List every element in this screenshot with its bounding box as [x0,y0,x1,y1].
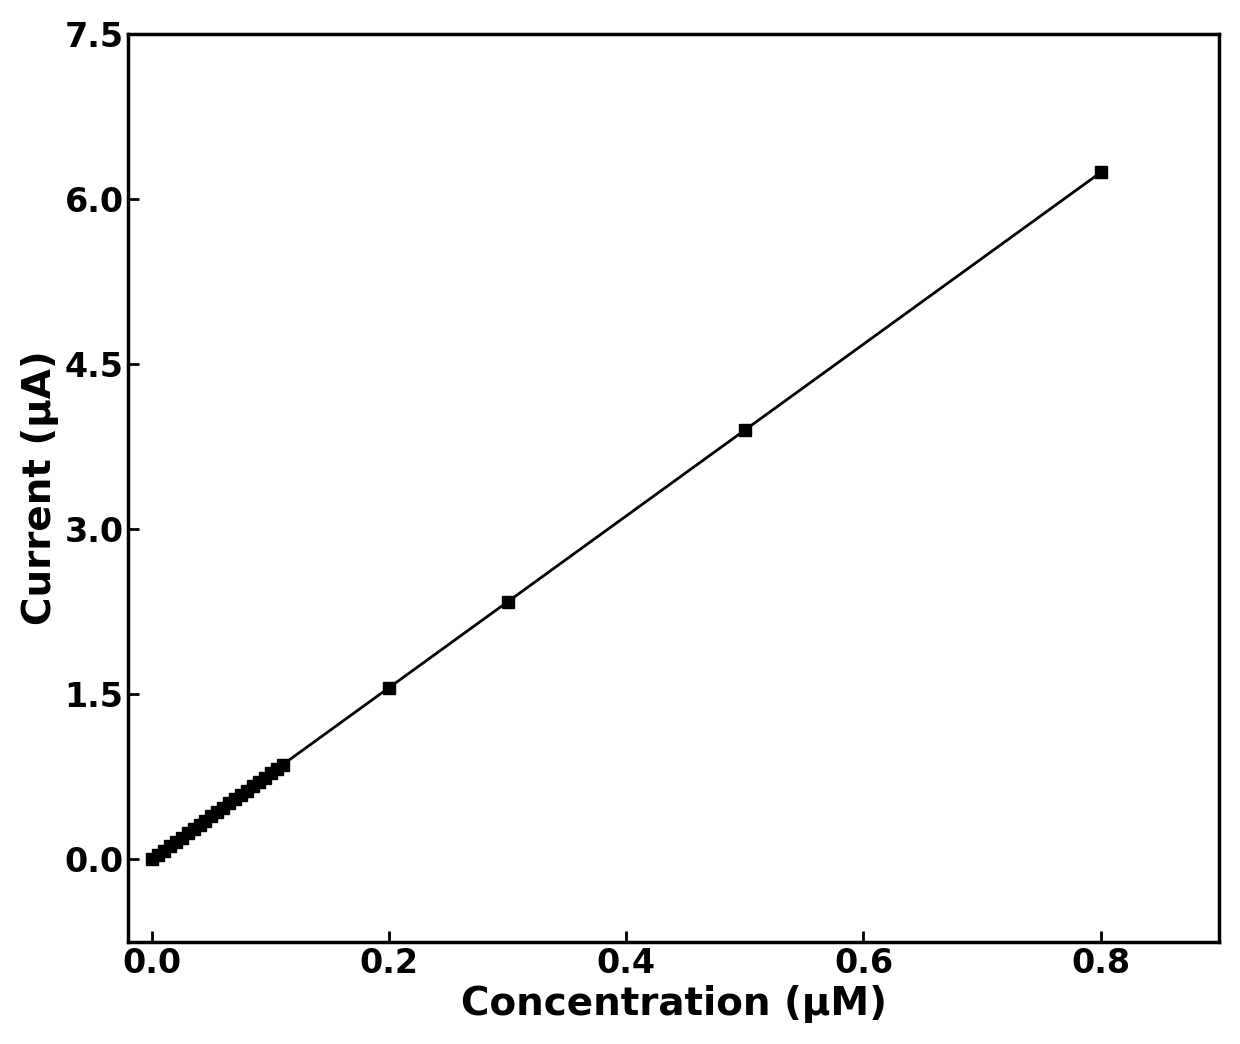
X-axis label: Concentration (μM): Concentration (μM) [461,986,887,1023]
Y-axis label: Current (μA): Current (μA) [21,351,58,625]
